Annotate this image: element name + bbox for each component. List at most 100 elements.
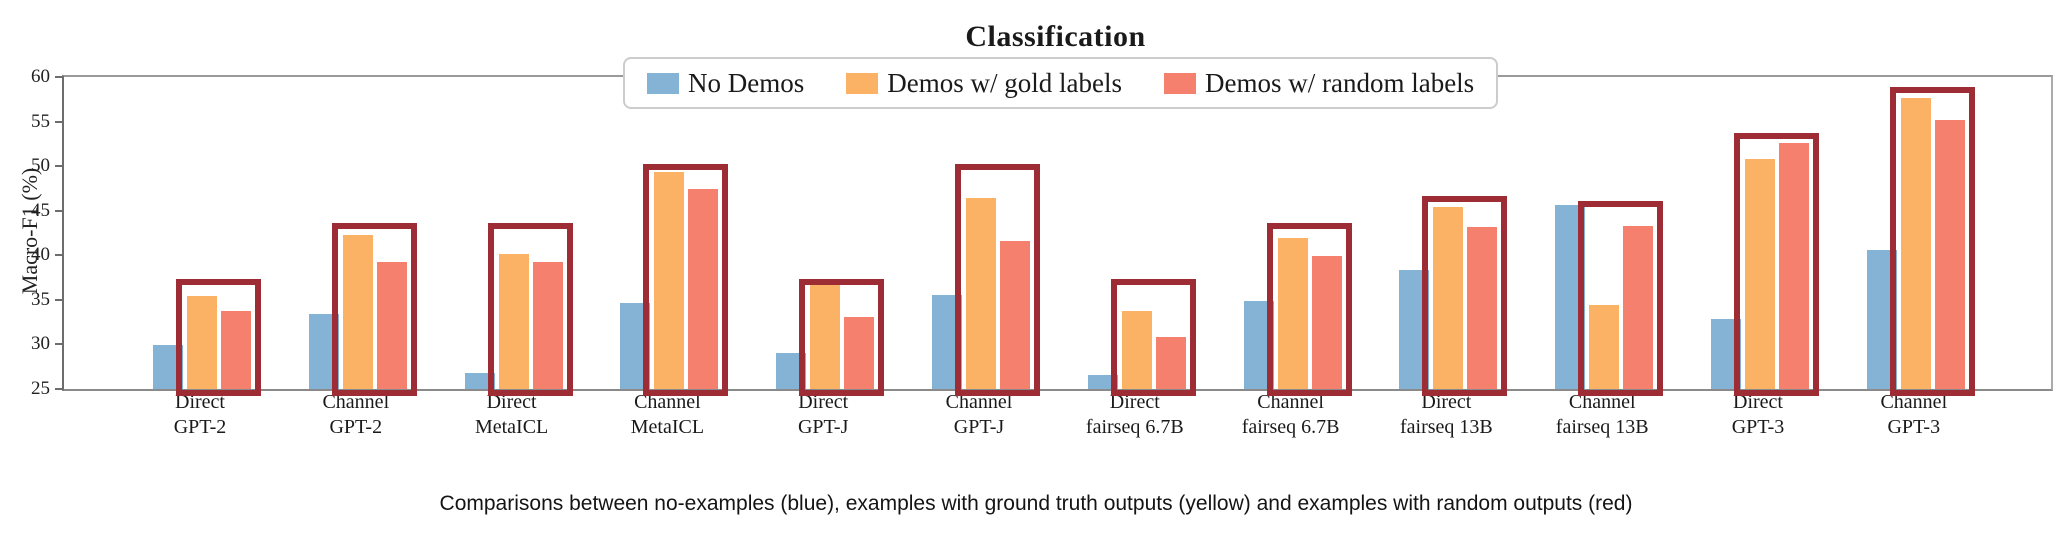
x-tick-label-line2: GPT-2 bbox=[173, 416, 227, 438]
x-tick-label: Channel MetaICL bbox=[577, 390, 757, 440]
x-tick-label-line2: GPT-J bbox=[953, 416, 1005, 438]
bar-demos-w-random-labels bbox=[532, 262, 563, 389]
bar-group-direct-gpt-2 bbox=[153, 77, 261, 396]
x-tick-label: Direct fairseq 13B bbox=[1356, 390, 1536, 440]
y-tick-mark bbox=[55, 388, 64, 390]
y-tick-mark bbox=[55, 165, 64, 168]
x-tick-label-line2: fairseq 6.7B bbox=[1241, 416, 1340, 438]
plot-area: 25 30 35 40 45 50 55 60 bbox=[31, 66, 2053, 399]
bar-demos-w-random-labels bbox=[1467, 226, 1498, 389]
bar-demos-w-random-labels bbox=[688, 189, 719, 389]
bar-demos-w-gold-labels bbox=[810, 284, 841, 389]
highlight-box bbox=[1889, 86, 1975, 396]
bar-group-channel-metaicl bbox=[620, 77, 729, 396]
bar-demos-w-random-labels bbox=[1934, 119, 1965, 389]
x-tick-label-line1: Channel bbox=[634, 391, 701, 413]
highlight-box bbox=[799, 278, 885, 396]
x-tick-label-line1: Channel bbox=[1880, 391, 1948, 413]
x-tick-label-line1: Direct bbox=[1733, 391, 1783, 413]
bar-group-direct-fairseq-13b bbox=[1399, 77, 1508, 396]
y-tick-mark bbox=[55, 343, 64, 346]
bar-demos-w-random-labels bbox=[1779, 143, 1809, 389]
highlight-box bbox=[331, 223, 417, 396]
legend-label: Demos w/ gold labels bbox=[887, 67, 1122, 98]
x-tick-label-line1: Channel bbox=[322, 391, 390, 413]
x-tick-label-line1: Direct bbox=[486, 391, 537, 413]
x-tick-label: Channel fairseq 6.7B bbox=[1201, 390, 1381, 440]
x-tick-label-line2: MetaICL bbox=[474, 416, 549, 438]
x-tick-label-line1: Direct bbox=[1421, 391, 1472, 413]
x-tick-label: Channel GPT-2 bbox=[266, 390, 446, 440]
y-tick-mark bbox=[55, 76, 64, 78]
x-tick-label-line2: GPT-2 bbox=[329, 416, 383, 438]
bar-group-channel-fairseq-6-7b bbox=[1243, 77, 1352, 396]
highlight-box bbox=[487, 223, 573, 396]
legend-label: No Demos bbox=[688, 67, 805, 98]
legend-swatch-icon bbox=[846, 72, 879, 94]
bar-demos-w-gold-labels bbox=[1745, 159, 1775, 389]
x-tick-label: Channel fairseq 13B bbox=[1512, 390, 1692, 440]
y-tick-label: 50 bbox=[31, 155, 50, 177]
x-tick-label-line2: fairseq 13B bbox=[1400, 416, 1493, 438]
y-tick-label: 60 bbox=[31, 66, 50, 87]
y-tick-label: 35 bbox=[31, 288, 50, 310]
x-tick-label-line1: Direct bbox=[1109, 391, 1160, 413]
x-tick-label-line2: fairseq 6.7B bbox=[1085, 416, 1184, 438]
bar-demos-w-random-labels bbox=[1155, 337, 1186, 389]
bar-group-direct-gpt-j bbox=[776, 77, 885, 396]
x-tick-label-line2: GPT-3 bbox=[1887, 416, 1941, 438]
x-tick-label-line2: GPT-3 bbox=[1731, 416, 1785, 438]
bar-demos-w-gold-labels bbox=[1277, 237, 1308, 389]
legend-item-demos-w-random-labels: Demos w/ random labels bbox=[1163, 67, 1475, 99]
x-tick-label: Channel GPT-J bbox=[889, 390, 1069, 440]
bar-group-channel-gpt-2 bbox=[308, 77, 417, 396]
x-tick-label: Direct fairseq 6.7B bbox=[1045, 390, 1225, 440]
bar-group-direct-fairseq-6-7b bbox=[1087, 77, 1196, 396]
bar-demos-w-random-labels bbox=[221, 310, 251, 389]
highlight-box bbox=[1422, 195, 1508, 396]
y-tick-mark bbox=[55, 298, 64, 301]
x-tick-label-line2: GPT-J bbox=[797, 416, 849, 438]
x-tick-label-line1: Channel bbox=[945, 391, 1013, 413]
highlight-box bbox=[1734, 133, 1819, 396]
x-tick-label-line2: MetaICL bbox=[630, 416, 705, 438]
highlight-box bbox=[955, 163, 1040, 396]
bar-demos-w-random-labels bbox=[844, 316, 875, 389]
bar-group-direct-metaicl bbox=[464, 77, 573, 396]
legend-label: Demos w/ random labels bbox=[1204, 67, 1475, 98]
legend-swatch-icon bbox=[647, 72, 679, 94]
bar-group-channel-gpt-3 bbox=[1866, 77, 1975, 396]
y-tick-label: 30 bbox=[31, 333, 50, 355]
y-tick-mark bbox=[55, 209, 64, 212]
highlight-box bbox=[643, 163, 729, 396]
chart-title: Classification bbox=[965, 20, 1146, 53]
bar-demos-w-gold-labels bbox=[1121, 310, 1152, 389]
x-tick-label-line1: Direct bbox=[798, 391, 849, 413]
y-tick-label: 55 bbox=[31, 110, 50, 132]
y-tick-label: 25 bbox=[31, 378, 50, 399]
bar-group-channel-fairseq-13b bbox=[1555, 77, 1664, 396]
x-tick-label-line2: fairseq 13B bbox=[1555, 416, 1649, 438]
y-tick-mark bbox=[55, 120, 64, 123]
x-tick-label: Direct GPT-3 bbox=[1668, 390, 1848, 440]
bar-demos-w-gold-labels bbox=[1900, 98, 1931, 389]
x-tick-label-line1: Channel bbox=[1257, 391, 1324, 413]
y-tick-mark bbox=[55, 254, 64, 257]
x-tick-label-line1: Channel bbox=[1568, 391, 1636, 413]
legend-item-no-demos: No Demos bbox=[647, 68, 804, 99]
bar-group-channel-gpt-j bbox=[932, 77, 1040, 396]
bar-demos-w-gold-labels bbox=[342, 234, 373, 389]
bar-demos-w-gold-labels bbox=[498, 253, 529, 389]
x-tick-label: Direct MetaICL bbox=[422, 390, 602, 440]
chart-caption: Comparisons between no-examples (blue), … bbox=[439, 492, 1633, 515]
y-axis-label: Macro-F1 (%) bbox=[17, 167, 42, 295]
y-tick-label: 45 bbox=[31, 199, 50, 221]
highlight-box bbox=[1266, 223, 1352, 396]
bar-demos-w-gold-labels bbox=[1589, 305, 1620, 389]
bar-demos-w-gold-labels bbox=[654, 171, 685, 389]
x-tick-label: Direct GPT-2 bbox=[110, 390, 290, 440]
legend: No Demos Demos w/ gold labels Demos w/ ran… bbox=[623, 57, 1499, 109]
bar-demos-w-random-labels bbox=[1623, 225, 1654, 389]
bar-demos-w-random-labels bbox=[1000, 241, 1030, 389]
